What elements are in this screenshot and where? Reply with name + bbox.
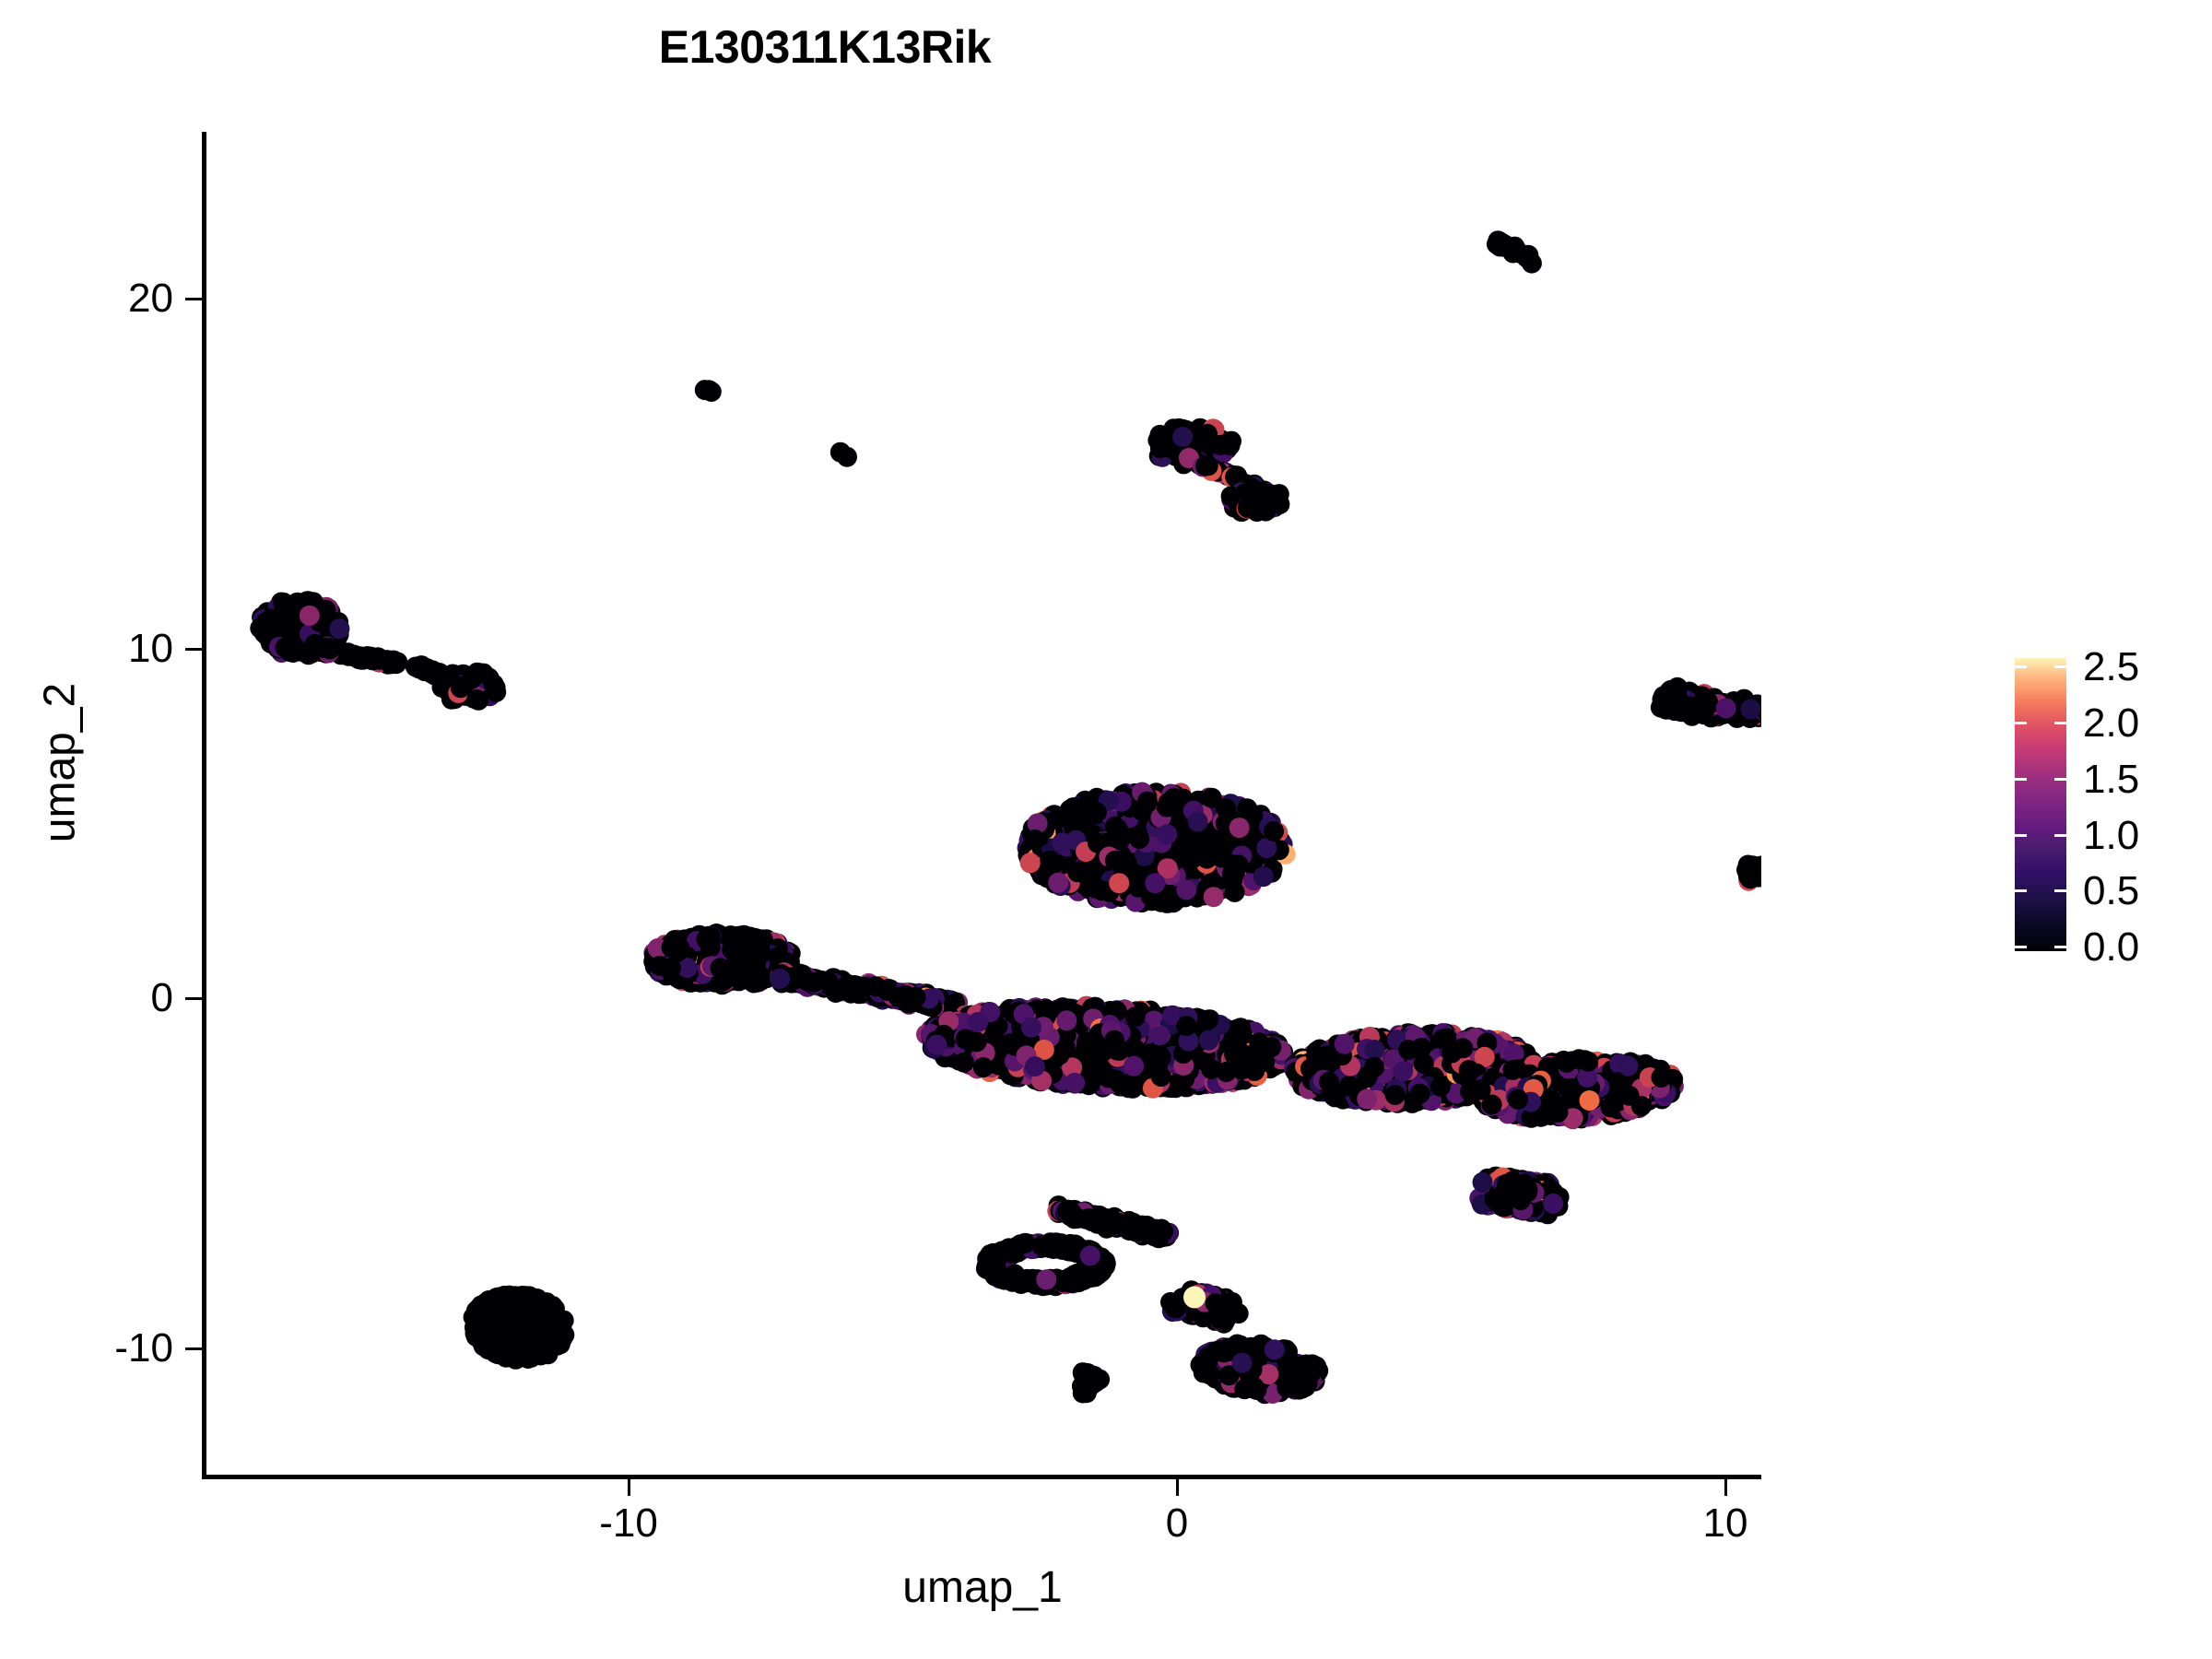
x-axis-line <box>202 1475 1761 1479</box>
colorbar-tick-label: 0.5 <box>2083 868 2140 914</box>
colorbar-tick-mark <box>2054 833 2066 837</box>
y-tick-label: 0 <box>150 975 173 1020</box>
colorbar-gradient <box>2015 658 2066 951</box>
colorbar-tick-label: 2.0 <box>2083 700 2140 747</box>
colorbar-tick-mark <box>2054 889 2066 893</box>
colorbar-tick-mark <box>2015 889 2027 893</box>
y-tick-label: 10 <box>128 625 173 671</box>
colorbar-tick-label: 0.0 <box>2083 924 2140 970</box>
x-tick-label: 10 <box>1702 1500 1748 1546</box>
y-axis-label: umap_2 <box>35 682 85 843</box>
colorbar-tick-mark <box>2015 722 2027 725</box>
colorbar-tick-mark <box>2054 665 2066 669</box>
colorbar-legend: 0.0 0.5 1.0 1.5 2.0 2.5 <box>2015 644 2139 970</box>
colorbar-tick-label: 1.5 <box>2083 756 2140 802</box>
x-tick-label: -10 <box>599 1500 658 1546</box>
scatter-points-layer <box>250 230 1761 1405</box>
colorbar-tick-mark <box>2054 777 2066 781</box>
x-tick-mark <box>628 1479 630 1496</box>
y-axis-line <box>202 132 206 1479</box>
y-tick-mark <box>185 647 202 651</box>
x-tick-mark <box>1176 1479 1179 1496</box>
colorbar-tick-label: 1.0 <box>2083 812 2140 858</box>
colorbar-tick-mark <box>2054 722 2066 725</box>
colorbar-tick-mark <box>2015 777 2027 781</box>
y-tick-mark <box>185 298 202 300</box>
colorbar-tick-mark <box>2015 833 2027 837</box>
colorbar-tick-mark <box>2054 946 2066 948</box>
page-title: E130311K13Rik <box>658 21 992 73</box>
colorbar-tick-label: 2.5 <box>2083 644 2140 690</box>
x-tick-label: 0 <box>1165 1500 1189 1546</box>
y-tick-mark <box>185 1347 202 1350</box>
y-tick-mark <box>185 997 202 1000</box>
y-tick-label: -10 <box>114 1324 173 1371</box>
colorbar-tick-mark <box>2015 946 2027 948</box>
colorbar-tick-mark <box>2015 665 2027 669</box>
x-tick-mark <box>1724 1479 1727 1496</box>
y-tick-label: 20 <box>128 276 173 321</box>
x-axis-label: umap_1 <box>902 1563 1063 1612</box>
